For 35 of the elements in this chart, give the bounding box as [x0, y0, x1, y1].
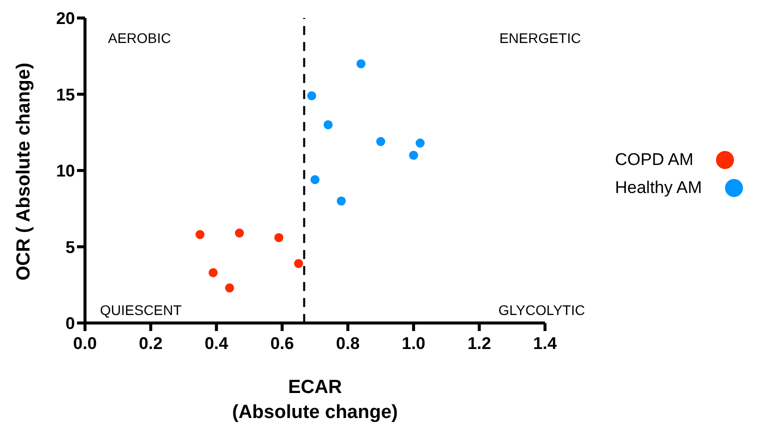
annotation: QUIESCENT — [100, 302, 182, 318]
point — [336, 196, 346, 206]
point — [294, 259, 304, 268]
point — [310, 175, 320, 184]
point — [376, 137, 386, 146]
x-tick-label: 0.2 — [138, 334, 163, 353]
x-tick-label: 1.0 — [402, 334, 426, 353]
x-tick-label: 0.6 — [270, 334, 294, 353]
point — [416, 138, 425, 148]
point — [234, 228, 244, 238]
x-tick-label: 0.8 — [336, 334, 360, 353]
point — [195, 230, 205, 240]
x-tick-label: 0.0 — [73, 334, 97, 353]
y-tick-label: 15 — [56, 85, 75, 104]
annotation: GLYCOLYTIC — [498, 302, 585, 318]
x-tick-label: 0.4 — [204, 334, 229, 353]
y-tick-label: 0 — [66, 314, 75, 334]
x-tick-label: 1.2 — [467, 334, 492, 353]
y-axis-title: OCR ( Absolute change) — [14, 62, 35, 280]
y-tick-label: 10 — [56, 162, 75, 181]
point — [208, 268, 218, 278]
y-tick-label: 5 — [66, 238, 75, 257]
point — [324, 120, 333, 130]
legend-label: Healthy AM — [615, 178, 702, 198]
legend-label: COPD AM — [615, 150, 694, 170]
x-axis-title: ECAR (Absolute change) — [231, 376, 399, 425]
point — [274, 233, 284, 242]
annotation: ENERGETIC — [499, 30, 581, 46]
point — [307, 91, 316, 100]
point — [356, 59, 366, 68]
point — [409, 150, 418, 160]
annotation: AEROBIC — [108, 30, 172, 46]
x-tick-label: 1.4 — [533, 334, 558, 353]
y-tick-label: 20 — [56, 9, 75, 28]
point — [225, 283, 234, 292]
